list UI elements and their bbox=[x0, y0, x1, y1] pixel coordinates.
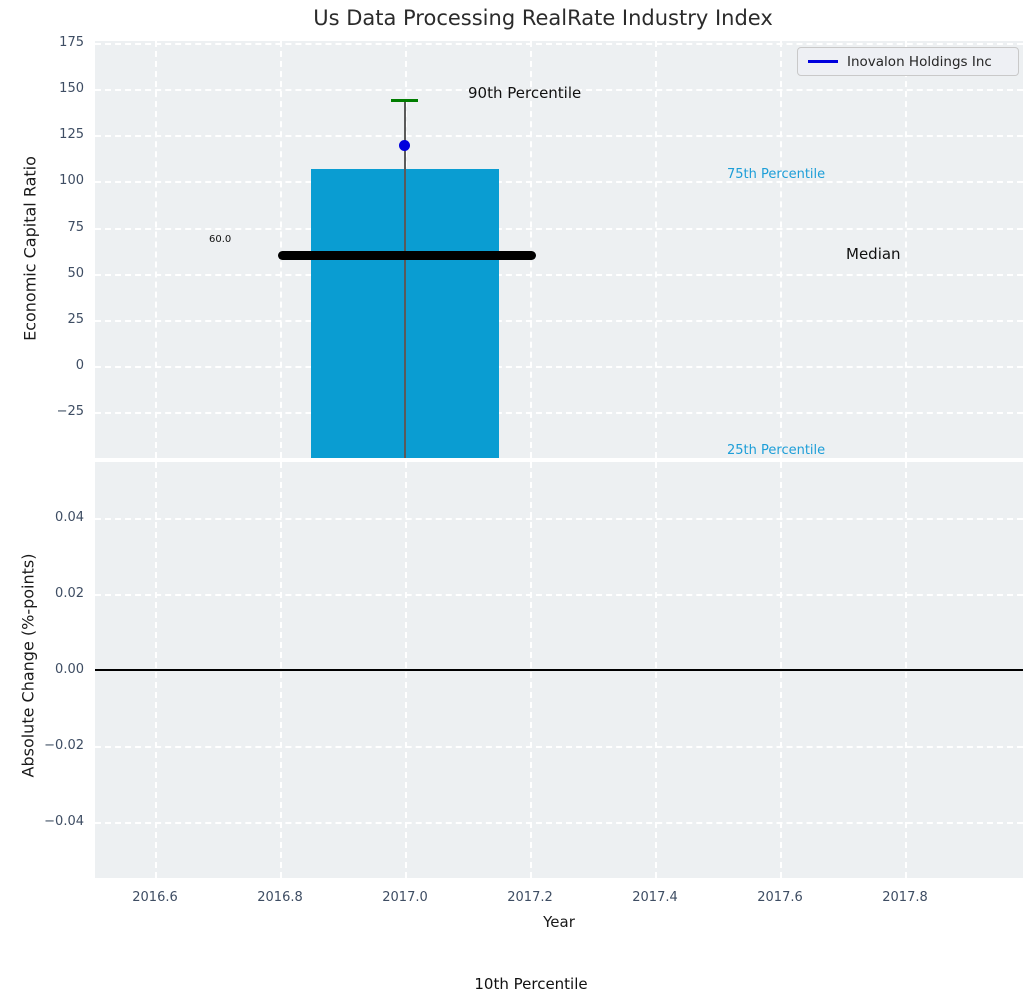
gridline-h bbox=[95, 181, 1023, 183]
ytick-label: 175 bbox=[59, 35, 84, 50]
x-axis-label: Year bbox=[543, 913, 575, 931]
gridline-h bbox=[95, 822, 1023, 824]
ytick-label: 125 bbox=[59, 127, 84, 142]
p90-label: 90th Percentile bbox=[468, 84, 582, 102]
ytick-label: 100 bbox=[59, 173, 84, 188]
gridline-h bbox=[95, 746, 1023, 748]
whisker-line bbox=[404, 101, 406, 458]
ytick-label: 0 bbox=[75, 358, 84, 373]
gridline-h bbox=[95, 274, 1023, 276]
ytick-label: −0.04 bbox=[44, 814, 84, 829]
xtick-label: 2017.0 bbox=[382, 890, 428, 905]
zero-reference-line bbox=[95, 669, 1023, 671]
gridline-h bbox=[95, 89, 1023, 91]
ytick-label: 50 bbox=[67, 266, 84, 281]
ytick-label: 150 bbox=[59, 81, 84, 96]
bottom-plot-area bbox=[95, 462, 1023, 878]
top-y-axis-label: Economic Capital Ratio bbox=[20, 156, 40, 341]
legend-line-icon bbox=[808, 60, 838, 63]
median-value-label: 60.0 bbox=[209, 234, 232, 245]
legend-label: Inovalon Holdings Inc bbox=[847, 53, 992, 70]
gridline-h bbox=[95, 518, 1023, 520]
ytick-label: −25 bbox=[56, 404, 84, 419]
median-line-mark bbox=[278, 251, 536, 260]
xtick-label: 2017.4 bbox=[632, 890, 678, 905]
p10-label: 10th Percentile bbox=[474, 975, 588, 993]
gridline-v bbox=[905, 41, 907, 458]
gridline-h bbox=[95, 412, 1023, 414]
gridline-v bbox=[530, 41, 532, 458]
ytick-label: 75 bbox=[67, 220, 84, 235]
bottom-y-axis-label: Absolute Change (%-points) bbox=[18, 553, 38, 778]
ytick-label: 0.00 bbox=[55, 662, 84, 677]
chart-title: Us Data Processing RealRate Industry Ind… bbox=[313, 6, 773, 30]
gridline-v bbox=[655, 41, 657, 458]
top-plot-area: 60.0 90th Percentile 75th Percentile 25t… bbox=[95, 41, 1023, 458]
ytick-label: 25 bbox=[67, 312, 84, 327]
p90-cap-mark bbox=[391, 99, 418, 102]
xtick-label: 2017.2 bbox=[507, 890, 553, 905]
p25-label: 25th Percentile bbox=[727, 443, 826, 458]
xtick-label: 2017.6 bbox=[757, 890, 803, 905]
gridline-v bbox=[155, 41, 157, 458]
ytick-label: −0.02 bbox=[44, 738, 84, 753]
gridline-v bbox=[280, 41, 282, 458]
ytick-label: 0.02 bbox=[55, 586, 84, 601]
gridline-v bbox=[780, 41, 782, 458]
gridline-h bbox=[95, 228, 1023, 230]
company-data-point bbox=[399, 140, 410, 151]
gridline-h bbox=[95, 366, 1023, 368]
gridline-h bbox=[95, 43, 1023, 45]
ytick-label: 0.04 bbox=[55, 510, 84, 525]
legend: Inovalon Holdings Inc bbox=[797, 47, 1019, 76]
xtick-label: 2016.6 bbox=[132, 890, 178, 905]
gridline-h bbox=[95, 594, 1023, 596]
xtick-label: 2017.8 bbox=[882, 890, 928, 905]
median-label: Median bbox=[846, 245, 901, 263]
gridline-h bbox=[95, 135, 1023, 137]
p75-label: 75th Percentile bbox=[727, 167, 826, 182]
gridline-h bbox=[95, 320, 1023, 322]
xtick-label: 2016.8 bbox=[257, 890, 303, 905]
